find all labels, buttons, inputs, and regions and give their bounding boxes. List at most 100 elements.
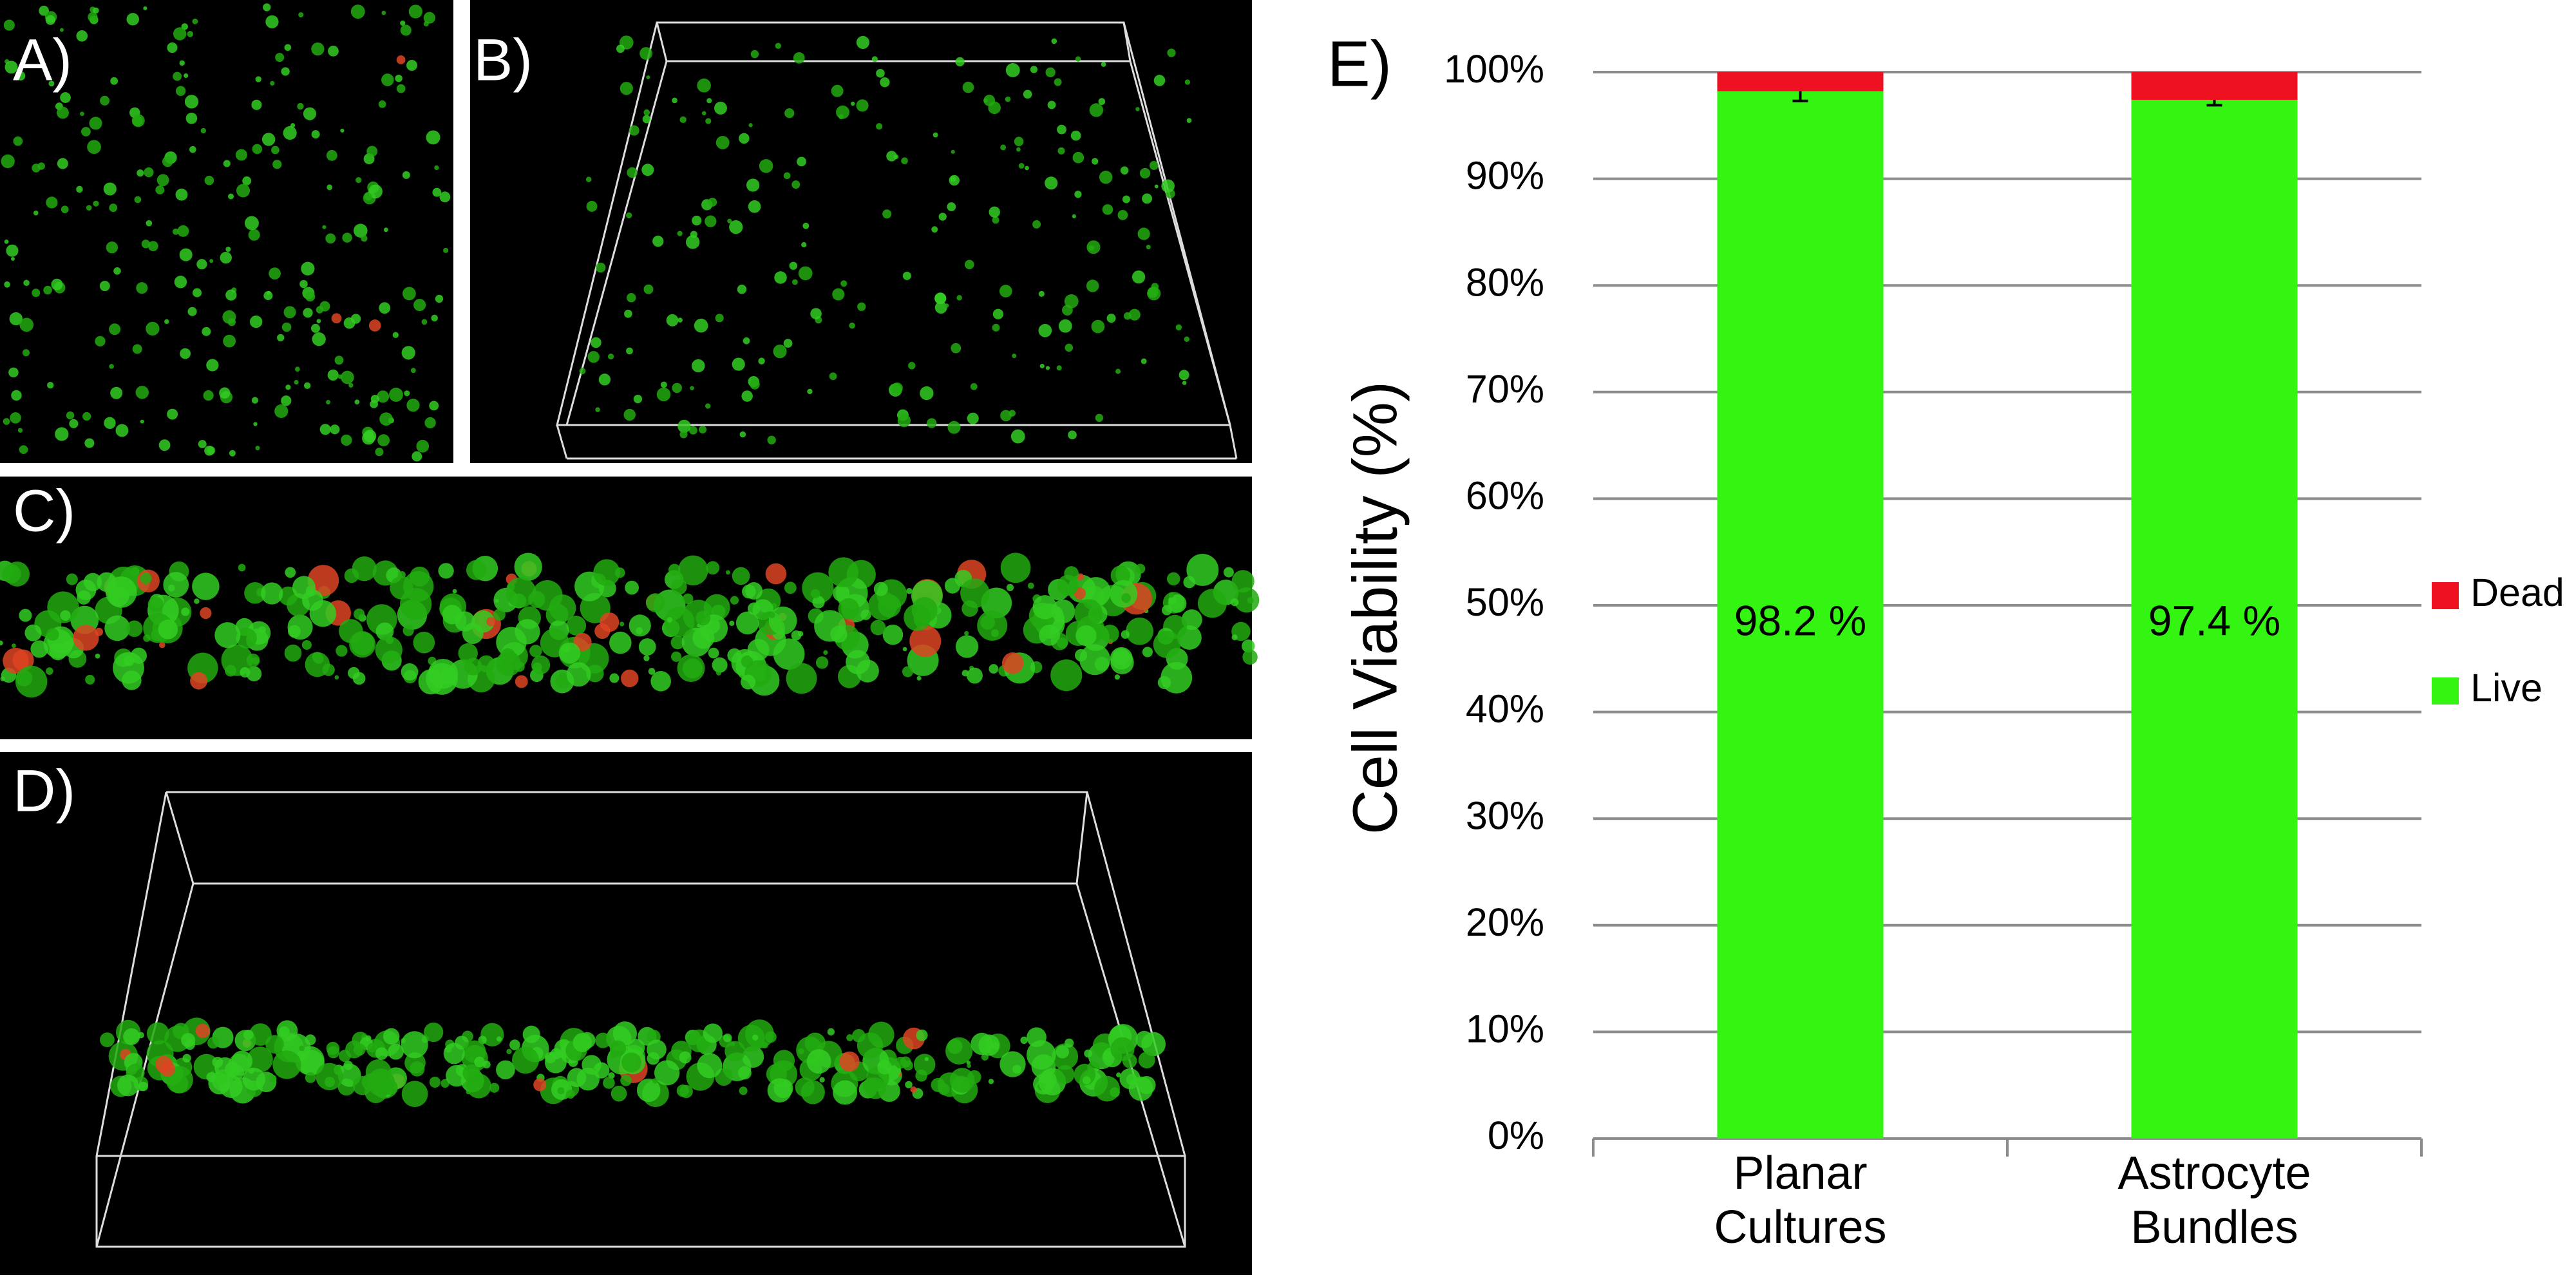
cell	[767, 435, 776, 445]
cell	[284, 44, 292, 52]
cell	[743, 337, 750, 345]
cell	[944, 303, 949, 308]
cell	[1039, 624, 1061, 646]
cell	[620, 621, 625, 627]
cell	[43, 285, 52, 295]
cell	[258, 626, 266, 634]
cell	[1075, 625, 1097, 647]
cell	[88, 12, 98, 22]
cell	[401, 663, 419, 681]
cell	[532, 580, 563, 611]
cell	[567, 1068, 587, 1088]
cell	[880, 77, 890, 88]
cell	[177, 225, 189, 237]
cell	[486, 617, 496, 627]
cell	[676, 1084, 689, 1097]
cell	[310, 323, 320, 333]
cell	[410, 368, 416, 374]
cell	[882, 209, 892, 219]
cell	[906, 588, 913, 594]
legend-swatch	[2432, 582, 2459, 609]
cell	[964, 260, 974, 270]
cell	[109, 323, 121, 336]
cell	[612, 1021, 638, 1046]
cell	[642, 115, 651, 124]
cell	[1153, 75, 1166, 86]
cell	[15, 665, 48, 698]
cell	[748, 200, 761, 213]
cell	[897, 413, 911, 428]
cell	[1135, 107, 1140, 111]
cell	[1, 154, 15, 169]
cell	[225, 247, 231, 252]
cell	[708, 647, 719, 659]
cell	[361, 235, 368, 242]
cell	[1168, 594, 1187, 613]
cell	[0, 640, 3, 646]
cell	[823, 650, 828, 655]
cell	[6, 244, 19, 257]
cell	[368, 319, 381, 332]
cell	[1142, 647, 1153, 657]
cell	[474, 1056, 486, 1068]
cell	[108, 586, 129, 607]
cell	[654, 1060, 680, 1086]
cell	[1106, 314, 1116, 323]
cell	[1006, 583, 1014, 592]
cell	[1065, 1038, 1074, 1048]
cell	[767, 1078, 792, 1103]
cell	[878, 594, 902, 618]
panel-label: A)	[13, 27, 72, 93]
cell	[100, 1032, 115, 1048]
cell	[47, 591, 79, 623]
cell	[856, 659, 879, 683]
cell	[703, 1023, 723, 1043]
cell	[679, 1051, 692, 1064]
cell	[949, 1068, 975, 1093]
cell	[1138, 1052, 1155, 1069]
cell	[1001, 652, 1024, 674]
cell	[275, 53, 285, 62]
cell	[326, 149, 337, 161]
cell	[379, 302, 391, 314]
cell	[871, 56, 878, 62]
cell	[113, 267, 121, 275]
cell	[192, 288, 202, 298]
cell	[595, 1032, 611, 1048]
cell	[706, 98, 712, 104]
cell	[206, 1072, 216, 1083]
cell	[1120, 166, 1129, 175]
cell	[173, 27, 187, 41]
cell	[140, 572, 152, 585]
cell	[744, 1019, 774, 1048]
cell	[1068, 430, 1077, 440]
cell	[214, 622, 241, 648]
cell	[299, 1045, 305, 1052]
cell	[299, 279, 308, 289]
cell	[715, 135, 730, 149]
cell	[1141, 358, 1147, 364]
cell	[1075, 56, 1081, 62]
cell	[611, 1085, 627, 1102]
cell	[648, 668, 656, 675]
cell	[1018, 163, 1025, 169]
cell	[999, 1051, 1026, 1077]
cell	[243, 1029, 254, 1040]
cell	[381, 10, 386, 15]
cell	[227, 318, 236, 326]
cell	[1135, 1030, 1153, 1048]
cell	[396, 84, 406, 93]
cell	[167, 408, 178, 420]
cell	[185, 112, 198, 124]
cell	[383, 1028, 400, 1045]
cell	[706, 561, 720, 575]
cell	[175, 188, 188, 201]
cell	[16, 71, 26, 80]
cell	[775, 43, 781, 49]
cell	[798, 266, 813, 281]
cell	[1184, 79, 1191, 85]
cell	[383, 227, 388, 232]
cell	[265, 15, 279, 29]
cell	[413, 631, 435, 654]
cell	[46, 628, 59, 641]
